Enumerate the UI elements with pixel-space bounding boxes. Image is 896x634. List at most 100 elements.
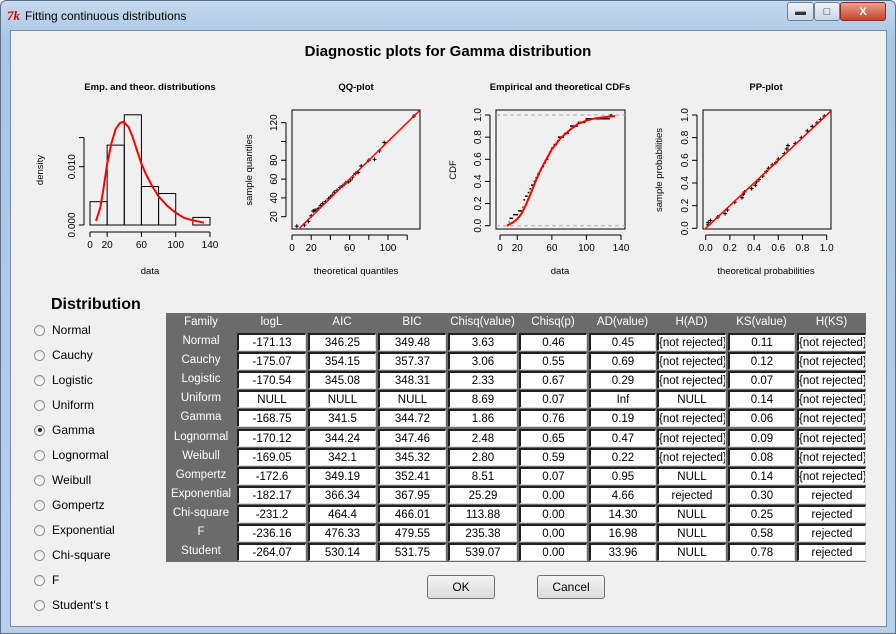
table-cell[interactable]: rejected [797, 543, 866, 562]
radio-button-icon[interactable] [34, 399, 45, 411]
radio-student-s-t[interactable]: Student's t [34, 597, 108, 613]
radio-weibull[interactable]: Weibull [34, 472, 91, 488]
table-cell[interactable]: {not rejected} [797, 428, 866, 447]
close-button[interactable]: X [840, 2, 886, 21]
table-cell[interactable]: 4.66 [589, 485, 656, 504]
table-cell[interactable]: 0.45 [589, 333, 656, 351]
radio-button-icon[interactable] [34, 349, 45, 361]
table-cell[interactable]: 0.69 [589, 352, 656, 371]
radio-cauchy[interactable]: Cauchy [34, 347, 93, 363]
radio-button-icon[interactable] [34, 499, 45, 511]
table-cell[interactable]: 25.29 [448, 485, 517, 504]
table-cell[interactable]: rejected [797, 485, 866, 504]
table-cell[interactable]: 0.95 [589, 466, 656, 485]
table-cell[interactable]: -236.16 [237, 524, 306, 542]
table-cell[interactable]: 33.96 [589, 543, 656, 562]
table-cell[interactable]: 2.48 [448, 428, 517, 447]
table-cell[interactable]: 357.37 [378, 352, 446, 371]
table-cell[interactable]: 0.07 [728, 371, 795, 390]
table-cell[interactable]: 346.25 [308, 333, 376, 351]
table-cell[interactable]: 0.47 [589, 428, 656, 447]
table-cell[interactable]: -170.54 [237, 371, 306, 390]
table-cell[interactable]: {not rejected} [797, 371, 866, 390]
table-cell[interactable]: -175.07 [237, 352, 306, 371]
table-cell[interactable]: 3.63 [448, 333, 517, 351]
table-cell[interactable]: 344.24 [308, 428, 376, 447]
table-cell[interactable]: -169.05 [237, 447, 306, 466]
table-cell[interactable]: 0.46 [519, 333, 587, 351]
table-cell[interactable]: 354.15 [308, 352, 376, 371]
table-cell[interactable]: 0.11 [728, 333, 795, 351]
table-cell[interactable]: {not rejected} [657, 333, 726, 351]
table-cell[interactable]: 0.07 [519, 466, 587, 485]
table-cell[interactable]: NULL [657, 524, 726, 542]
table-cell[interactable]: -264.07 [237, 543, 306, 562]
table-cell[interactable]: rejected [797, 524, 866, 542]
table-cell[interactable]: 352.41 [378, 466, 446, 485]
table-cell[interactable]: 0.65 [519, 428, 587, 447]
table-cell[interactable]: Inf [589, 390, 656, 409]
table-cell[interactable]: 0.76 [519, 409, 587, 428]
table-cell[interactable]: -168.75 [237, 409, 306, 428]
cancel-button[interactable]: Cancel [537, 575, 605, 599]
table-cell[interactable]: NULL [378, 390, 446, 409]
table-cell[interactable]: 341.5 [308, 409, 376, 428]
table-cell[interactable]: 479.55 [378, 524, 446, 542]
radio-logistic[interactable]: Logistic [34, 372, 93, 388]
table-cell[interactable]: 347.46 [378, 428, 446, 447]
table-cell[interactable]: -171.13 [237, 333, 306, 351]
table-cell[interactable]: {not rejected} [657, 428, 726, 447]
table-cell[interactable]: 16.98 [589, 524, 656, 542]
radio-chi-square[interactable]: Chi-square [34, 547, 111, 563]
table-cell[interactable]: 0.09 [728, 428, 795, 447]
radio-f[interactable]: F [34, 572, 59, 588]
table-cell[interactable]: 0.19 [589, 409, 656, 428]
radio-button-icon[interactable] [34, 599, 45, 611]
table-cell[interactable]: {not rejected} [657, 447, 726, 466]
table-cell[interactable]: 0.14 [728, 466, 795, 485]
table-cell[interactable]: 2.80 [448, 447, 517, 466]
table-cell[interactable]: 0.00 [519, 524, 587, 542]
table-cell[interactable]: {not rejected} [657, 352, 726, 371]
table-cell[interactable]: 530.14 [308, 543, 376, 562]
table-cell[interactable]: 366.34 [308, 485, 376, 504]
maximize-button[interactable]: □ [814, 2, 840, 21]
radio-button-icon[interactable] [34, 474, 45, 486]
table-cell[interactable]: 0.58 [728, 524, 795, 542]
radio-gamma[interactable]: Gamma [34, 422, 95, 438]
table-cell[interactable]: {not rejected} [657, 371, 726, 390]
minimize-button[interactable]: ▬ [787, 2, 814, 21]
table-cell[interactable]: 0.29 [589, 371, 656, 390]
table-cell[interactable]: 0.14 [728, 390, 795, 409]
table-cell[interactable]: rejected [657, 485, 726, 504]
table-cell[interactable]: 349.48 [378, 333, 446, 351]
table-cell[interactable]: {not rejected} [657, 409, 726, 428]
table-cell[interactable]: 113.88 [448, 504, 517, 523]
table-cell[interactable]: 2.33 [448, 371, 517, 390]
radio-button-icon[interactable] [34, 424, 45, 436]
table-cell[interactable]: -182.17 [237, 485, 306, 504]
table-cell[interactable]: -172.6 [237, 466, 306, 485]
table-cell[interactable]: 0.00 [519, 543, 587, 562]
table-cell[interactable]: 345.32 [378, 447, 446, 466]
table-cell[interactable]: NULL [657, 543, 726, 562]
table-cell[interactable]: NULL [657, 390, 726, 409]
table-cell[interactable]: 348.31 [378, 371, 446, 390]
radio-exponential[interactable]: Exponential [34, 522, 115, 538]
table-cell[interactable]: 1.86 [448, 409, 517, 428]
table-cell[interactable]: 349.19 [308, 466, 376, 485]
table-cell[interactable]: 466.01 [378, 504, 446, 523]
table-cell[interactable]: {not rejected} [797, 352, 866, 371]
table-cell[interactable]: {not rejected} [797, 409, 866, 428]
table-cell[interactable]: {not rejected} [797, 447, 866, 466]
table-cell[interactable]: 0.59 [519, 447, 587, 466]
table-cell[interactable]: 0.06 [728, 409, 795, 428]
table-cell[interactable]: NULL [237, 390, 306, 409]
table-cell[interactable]: 0.67 [519, 371, 587, 390]
radio-button-icon[interactable] [34, 449, 45, 461]
radio-button-icon[interactable] [34, 549, 45, 561]
table-cell[interactable]: 539.07 [448, 543, 517, 562]
table-cell[interactable]: 8.51 [448, 466, 517, 485]
table-cell[interactable]: 367.95 [378, 485, 446, 504]
table-cell[interactable]: 345.08 [308, 371, 376, 390]
